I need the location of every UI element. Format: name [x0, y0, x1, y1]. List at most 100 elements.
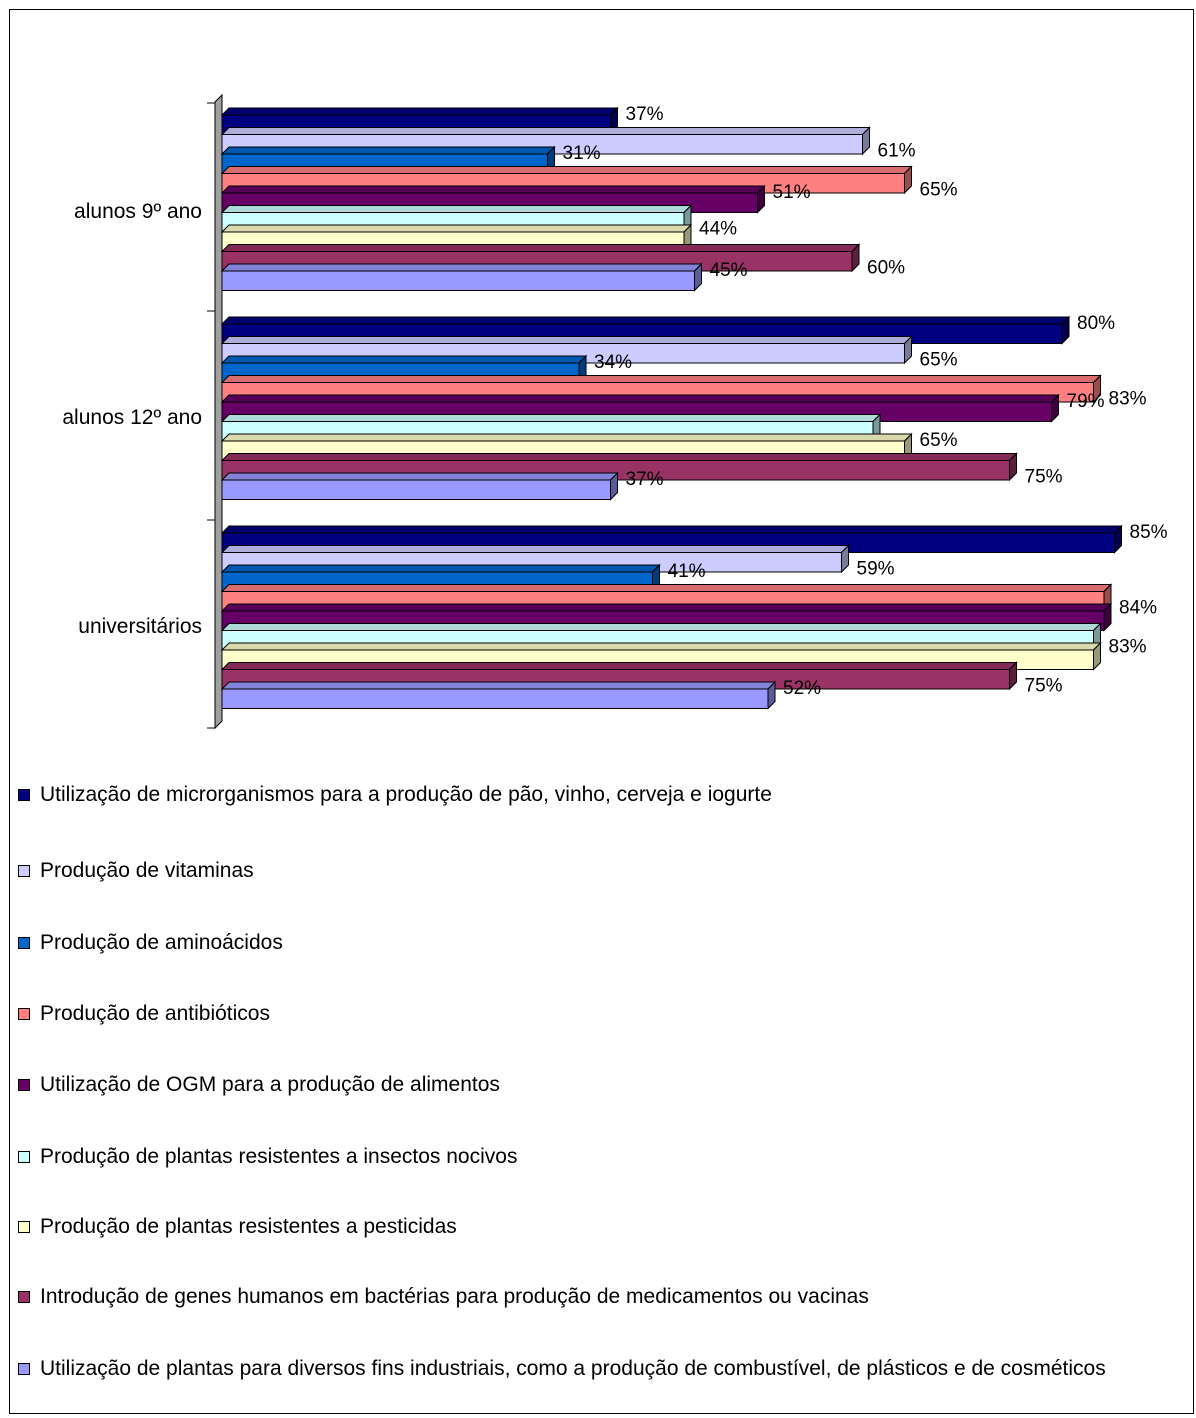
legend-swatch-icon	[18, 1079, 30, 1091]
bar-top-face	[220, 316, 1071, 325]
data-label: 31%	[563, 143, 601, 164]
bar-end-face	[904, 335, 912, 365]
bar-end-face	[1061, 315, 1070, 345]
bar-top-face	[220, 545, 850, 553]
data-label: 45%	[710, 260, 748, 281]
data-label: 59%	[857, 559, 895, 580]
data-label: 34%	[594, 352, 632, 373]
bar-top-face	[220, 662, 1018, 670]
axis-layer	[207, 93, 223, 730]
category-labels: alunos 9º ano alunos 12º ano universitário…	[62, 200, 202, 638]
bar	[220, 262, 703, 292]
bar-top-face	[220, 336, 913, 344]
bar-end-face	[841, 544, 849, 574]
legend-swatch-icon	[18, 1291, 30, 1303]
legend-label: Utilização de microrganismos para a prod…	[40, 783, 772, 806]
legend-label: Utilização de OGM para a produção de ali…	[40, 1073, 500, 1096]
bar-top-face	[220, 394, 1060, 403]
bar-top-face	[220, 414, 882, 422]
data-label: 65%	[920, 430, 958, 451]
bar-end-face	[694, 262, 702, 292]
data-label: 83%	[1109, 389, 1147, 410]
bar-top-face	[220, 525, 1123, 534]
bar	[220, 471, 619, 501]
category-label: universitários	[78, 615, 202, 638]
legend-item: Produção de plantas resistentes a pestic…	[18, 1214, 1193, 1240]
bar-top-face	[220, 433, 913, 442]
data-label: 83%	[1109, 637, 1147, 658]
legend-label: Produção de plantas resistentes a insect…	[40, 1145, 518, 1168]
legend-item: Produção de vitaminas	[18, 858, 1193, 884]
bar-top-face	[220, 127, 871, 135]
legend-item: Utilização de plantas para diversos fins…	[18, 1356, 1193, 1382]
data-label: 85%	[1130, 522, 1168, 543]
bar-end-face	[851, 243, 860, 273]
bar-end-face	[610, 471, 618, 501]
bar-front-face	[221, 688, 769, 709]
bar-top-face	[220, 166, 913, 174]
legend-swatch-icon	[18, 865, 30, 877]
data-label: 65%	[920, 180, 958, 201]
data-label: 80%	[1077, 313, 1115, 334]
bar-end-face	[757, 184, 765, 214]
legend-label: Produção de plantas resistentes a pestic…	[40, 1215, 457, 1238]
legend-swatch-icon	[18, 1221, 30, 1233]
bar-top-face	[220, 642, 1102, 651]
bar-top-face	[220, 681, 777, 690]
legend-item: Utilização de OGM para a produção de ali…	[18, 1072, 1193, 1098]
bar-top-face	[220, 355, 588, 364]
legend-item: Introdução de genes humanos em bactérias…	[18, 1284, 1193, 1310]
bar-top-face	[220, 472, 619, 481]
category-label: alunos 9º ano	[74, 200, 202, 223]
legend-swatch-icon	[18, 937, 30, 949]
legend-item: Utilização de microrganismos para a prod…	[18, 782, 1193, 808]
data-label: 44%	[699, 219, 737, 240]
data-labels: 37%61%31%65%51%44%60%45%80%65%34%83%79%6…	[563, 104, 1168, 699]
data-label: 60%	[867, 258, 905, 279]
bar-end-face	[1093, 374, 1101, 404]
bar-front-face	[221, 270, 695, 291]
bar-end-face	[1009, 661, 1017, 691]
bar-front-face	[221, 479, 611, 500]
bar-top-face	[220, 603, 1113, 612]
legend-swatch-icon	[18, 1363, 30, 1375]
data-label: 79%	[1067, 391, 1105, 412]
bar-top-face	[220, 107, 619, 116]
bar-end-face	[1051, 393, 1059, 423]
data-label: 41%	[668, 561, 706, 582]
bar-chart: alunos 9º ano alunos 12º ano universitário…	[62, 93, 1168, 730]
legend-item: Produção de plantas resistentes a insect…	[18, 1144, 1193, 1170]
data-label: 37%	[626, 469, 664, 490]
data-label: 65%	[920, 350, 958, 371]
bar-top-face	[220, 146, 556, 155]
bar-end-face	[1103, 602, 1112, 632]
bar-end-face	[1114, 524, 1122, 554]
legend-label: Produção de vitaminas	[40, 859, 254, 882]
legend-swatch-icon	[18, 789, 30, 801]
bar-top-face	[220, 584, 1113, 592]
bar-end-face	[862, 126, 870, 156]
legend-item: Produção de aminoácidos	[18, 930, 1193, 956]
legend-label: Utilização de plantas para diversos fins…	[40, 1357, 1106, 1380]
bars	[220, 106, 1123, 710]
legend-label: Produção de antibióticos	[40, 1002, 270, 1025]
legend-label: Introdução de genes humanos em bactérias…	[40, 1285, 869, 1308]
data-label: 75%	[1025, 467, 1063, 488]
bar-top-face	[220, 564, 661, 573]
data-label: 37%	[626, 104, 664, 125]
bar-top-face	[220, 263, 703, 272]
bar-top-face	[220, 453, 1018, 461]
legend-swatch-icon	[18, 1008, 30, 1020]
bar-top-face	[220, 185, 766, 194]
category-label: alunos 12º ano	[62, 406, 202, 429]
legend-item: Produção de antibióticos	[18, 1001, 1193, 1027]
legend-label: Produção de aminoácidos	[40, 931, 283, 954]
data-label: 84%	[1119, 598, 1157, 619]
bar-top-face	[220, 224, 693, 233]
bar-end-face	[1009, 452, 1017, 482]
bar-top-face	[220, 623, 1102, 631]
bar-top-face	[220, 244, 861, 252]
bar-top-face	[220, 205, 693, 213]
axis-wall	[214, 93, 223, 730]
bar-end-face	[904, 165, 912, 195]
